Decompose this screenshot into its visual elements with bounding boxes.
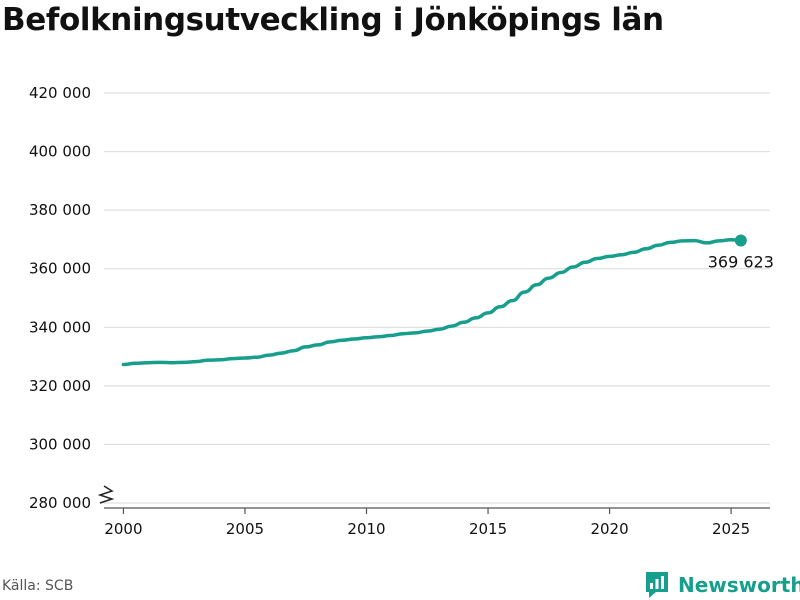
y-tick-label: 400 000 [29,143,91,161]
x-tick-label: 2020 [590,520,628,538]
y-tick-label: 300 000 [29,435,91,453]
x-tick-label: 2025 [712,520,750,538]
y-tick-label: 420 000 [29,84,91,102]
x-tick-label: 2010 [347,520,385,538]
source-note: Källa: SCB [2,578,74,594]
population-line [121,237,743,367]
x-tick-label: 2015 [469,520,507,538]
newsworthy-logo-icon [646,572,668,598]
x-tick-label: 2000 [104,520,142,538]
y-tick-label: 340 000 [29,318,91,336]
x-tick-label: 2005 [226,520,264,538]
y-tick-label: 360 000 [29,260,91,278]
brand-logo[interactable]: Newsworthy [644,570,800,600]
x-axis-tick-labels: 2000 2005 2010 2015 2020 2025 [104,508,750,538]
end-point-marker [734,234,747,247]
annotation-layer: 369 623 [708,253,774,272]
brand-name: Newsworthy [678,573,800,597]
y-tick-label: 380 000 [29,201,91,219]
chart-title: Befolkningsutveckling i Jönköpings län [2,2,664,38]
x-axis [97,485,770,509]
series-layer [121,234,747,367]
y-tick-label: 320 000 [29,377,91,395]
axis-break-icon [97,485,115,504]
last-value-label: 369 623 [708,253,774,272]
y-tick-label: 280 000 [29,494,91,512]
y-axis-tick-labels: 280 000 300 000 320 000 340 000 360 000 380 0… [29,84,91,512]
grid-lines [104,92,770,504]
